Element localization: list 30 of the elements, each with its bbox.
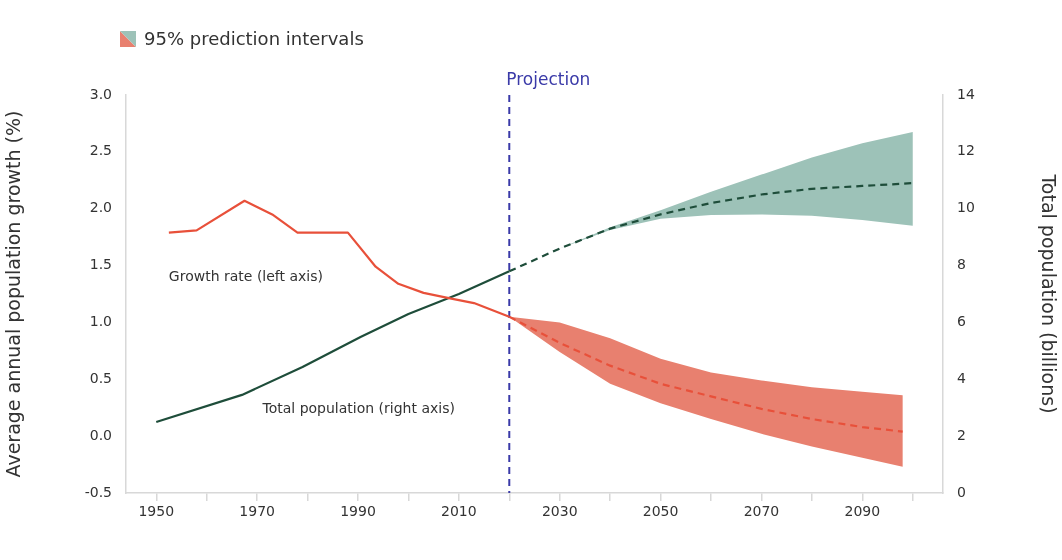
y2-tick-label: 4: [957, 369, 966, 386]
y-tick-label: 0.5: [89, 369, 112, 386]
x-tick-label: 1970: [239, 503, 275, 520]
y-tick-label: 0.0: [89, 426, 112, 443]
x-tick-label: 2030: [541, 503, 578, 520]
y2-tick-label: 8: [957, 256, 966, 273]
ref-line-label: Projection: [506, 68, 591, 89]
y-tick-label: 2.0: [89, 199, 112, 216]
text: Growth rate (left axis): [168, 268, 323, 285]
x-tick-label: 1950: [138, 503, 175, 520]
y2-tick-label: 0: [957, 483, 966, 500]
y-tick-label: 3.0: [89, 85, 112, 102]
y2-tick-label: 12: [957, 142, 975, 159]
y-tick-label: 2.5: [89, 142, 112, 159]
x-tick-label: 2050: [642, 503, 679, 520]
y2-tick-label: 14: [957, 85, 975, 102]
y-axis-title: Average annual population growth (%): [2, 110, 25, 478]
y2-tick-label: 10: [957, 199, 975, 216]
y-tick-label: -0.5: [84, 483, 112, 500]
series-label: Total population (right axis): [261, 399, 455, 416]
x-tick-label: 1990: [340, 503, 376, 520]
legend-title: 95% prediction intervals: [144, 28, 364, 49]
x-tick-label: 2090: [844, 503, 881, 520]
x-tick-label: 2010: [441, 503, 477, 520]
y2-tick-label: 6: [957, 313, 966, 330]
y-tick-label: 1.0: [89, 313, 112, 330]
y2-axis-title: Total population (billions): [1037, 173, 1060, 414]
y-tick-label: 1.5: [89, 256, 112, 273]
y2-tick-label: 2: [957, 426, 966, 443]
x-tick-label: 2070: [743, 503, 780, 520]
